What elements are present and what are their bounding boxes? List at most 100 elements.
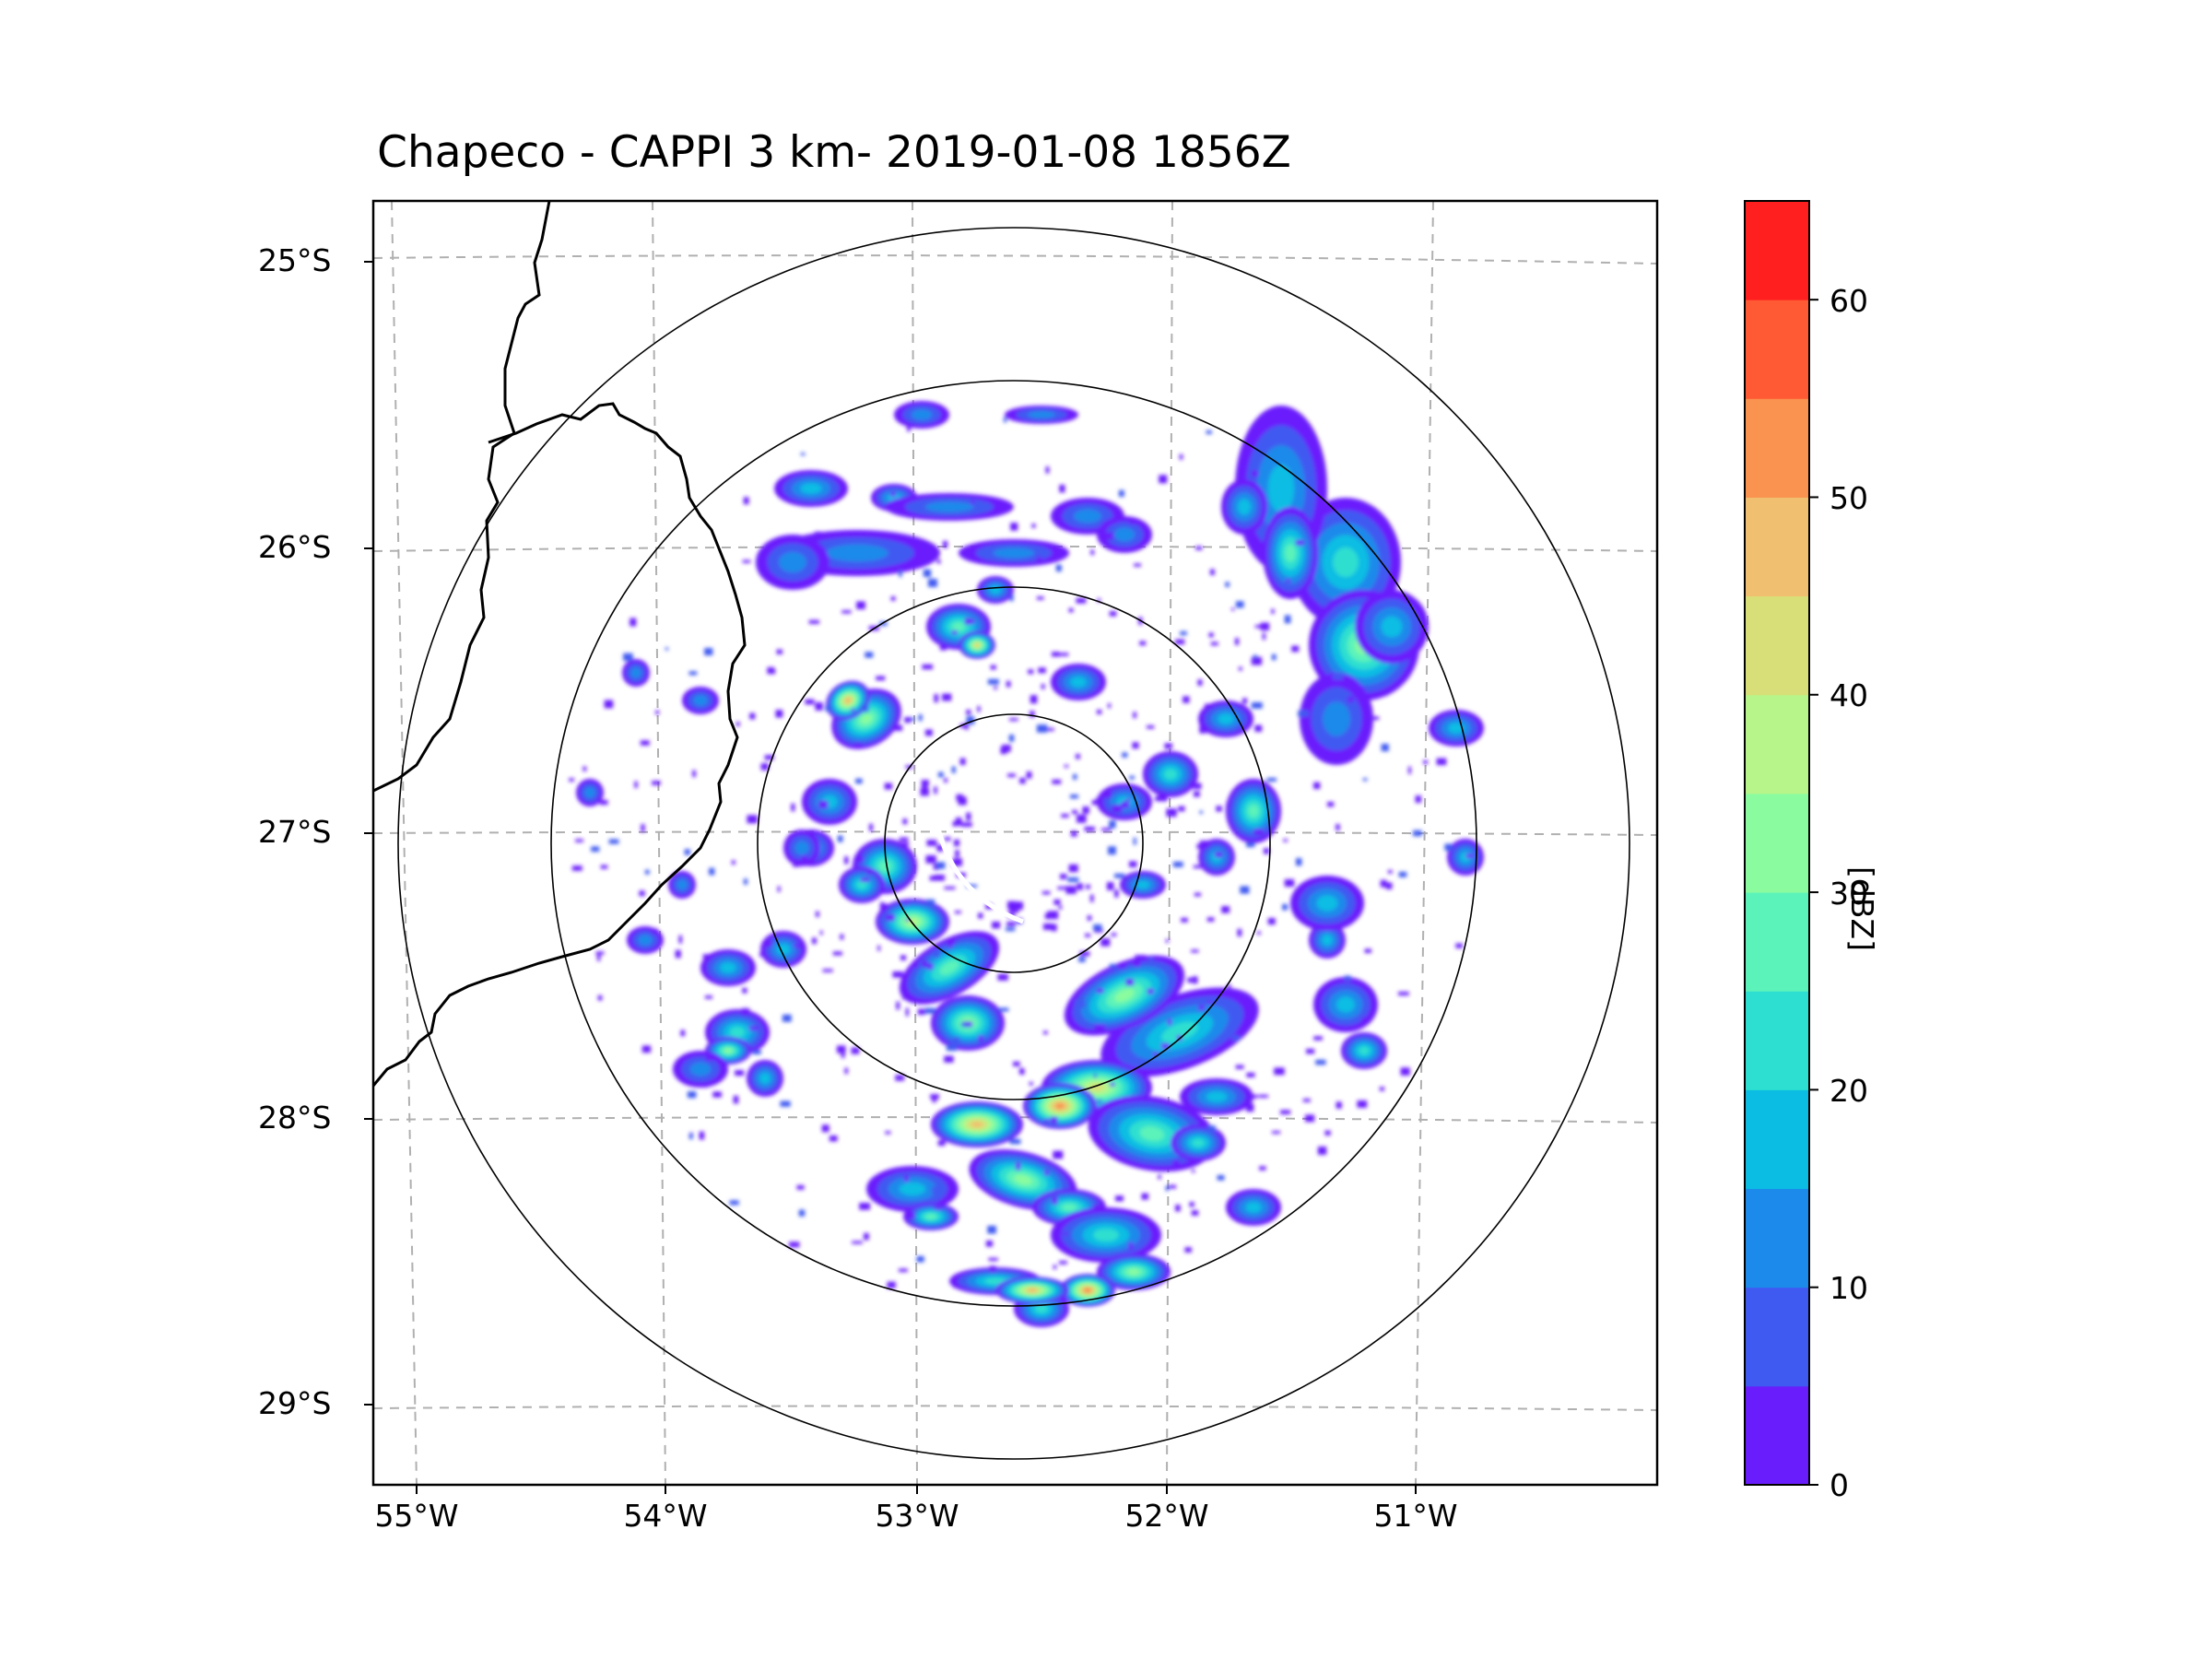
echo-speckle (1093, 924, 1102, 931)
echo-speckle (934, 1206, 943, 1210)
echo-speckle (1164, 743, 1173, 749)
echo-speckle (923, 569, 932, 577)
echo-speckle (954, 911, 961, 914)
echo-speckle (1064, 764, 1069, 768)
echo-speckle (815, 701, 823, 711)
echo-speckle (1228, 983, 1231, 990)
echo-speckle (961, 822, 972, 828)
echo-speckle (969, 618, 975, 624)
echo-speckle (885, 1131, 891, 1135)
echo-speckle (702, 954, 714, 959)
echo-speckle (1165, 938, 1170, 943)
echo-speckle (709, 867, 715, 876)
echo-speckle (1007, 900, 1017, 910)
echo-cell (1359, 1046, 1370, 1055)
echo-speckle (1357, 1100, 1368, 1108)
echo-speckle (1111, 933, 1117, 936)
echo-speckle (997, 973, 1008, 981)
echo-speckle (703, 1082, 708, 1088)
echo-speckle (1192, 976, 1198, 984)
echo-speckle (1240, 886, 1250, 894)
echo-speckle (1284, 615, 1291, 624)
echo-speckle (818, 800, 829, 809)
echo-speckle (1102, 791, 1112, 798)
echo-speckle (793, 858, 800, 867)
echo-speckle (777, 886, 781, 892)
echo-speckle (933, 864, 940, 870)
echo-speckle (1059, 1261, 1067, 1265)
echo-speckle (906, 1206, 912, 1212)
echo-speckle (1094, 1024, 1105, 1032)
echo-speckle (902, 991, 907, 1000)
echo-speckle (1051, 652, 1060, 657)
echo-speckle (1397, 992, 1409, 996)
echo-speckle (905, 900, 909, 905)
echo-speckle (1187, 977, 1193, 983)
echo-speckle (742, 559, 751, 563)
echo-speckle (1291, 645, 1300, 653)
echo-speckle (1197, 679, 1203, 686)
echo-speckle (1313, 782, 1321, 790)
echo-speckle (1084, 826, 1095, 831)
echo-speckle (1258, 1094, 1268, 1099)
colorbar-tick-10: 10 (1830, 1270, 1868, 1306)
echo-speckle (742, 987, 747, 994)
echo-speckle (851, 708, 855, 712)
echo-speckle (871, 532, 875, 537)
range-ring-2 (757, 586, 1271, 1100)
echo-speckle (1134, 563, 1142, 567)
echo-speckle (1097, 598, 1101, 603)
echo-speckle (822, 969, 833, 972)
echo-speckle (644, 869, 650, 875)
echo-speckle (776, 649, 783, 654)
echo-speckle (1333, 674, 1344, 680)
echo-speckle (1206, 1125, 1216, 1133)
echo-speckle (1093, 929, 1103, 933)
echo-speckle (1121, 803, 1130, 808)
echo-speckle (944, 1055, 954, 1063)
echo-speckle (1076, 597, 1087, 604)
echo-speckle (869, 823, 874, 831)
echo-speckle (1191, 1210, 1199, 1216)
echo-speckle (680, 1030, 686, 1037)
echo-speckle (684, 849, 690, 855)
echo-speckle (816, 911, 819, 917)
echo-speckle (934, 786, 937, 794)
echo-speckle (1326, 802, 1335, 807)
echo-speckle (1193, 865, 1202, 869)
echo-cell (856, 880, 867, 889)
echo-speckle (1129, 861, 1137, 867)
echo-speckle (937, 1140, 946, 1147)
echo-speckle (1045, 466, 1050, 474)
echo-speckle (1013, 1061, 1020, 1066)
echo-speckle (1444, 843, 1453, 852)
echo-speckle (575, 839, 583, 842)
echo-speckle (1241, 698, 1248, 704)
echo-speckle (1235, 601, 1244, 608)
echo-speckle (890, 596, 896, 601)
echo-speckle (1413, 830, 1422, 837)
echo-speckle (1206, 917, 1215, 922)
echo-speckle (934, 694, 938, 703)
echo-speckle (743, 497, 749, 505)
echo-speckle (1036, 724, 1048, 733)
echo-speckle (1074, 1000, 1086, 1008)
echo-speckle (1253, 1094, 1258, 1099)
echo-cell (924, 501, 974, 512)
echo-speckle (854, 743, 862, 747)
colorbar-segment (1745, 1385, 1809, 1486)
colorbar-segment (1745, 595, 1809, 696)
echo-speckle (761, 763, 769, 771)
echo-speckle (1262, 632, 1266, 641)
echo-speckle (937, 771, 944, 778)
colorbar-segment (1745, 1089, 1809, 1190)
echo-speckle (892, 724, 903, 731)
echo-speckle (688, 671, 698, 676)
echo-speckle (582, 766, 587, 771)
echo-cell (993, 547, 1035, 559)
echo-speckle (884, 782, 892, 790)
echo-speckle (1089, 894, 1094, 902)
echo-speckle (764, 755, 774, 760)
echo-speckle (1158, 1174, 1161, 1180)
echo-speckle (675, 949, 681, 959)
